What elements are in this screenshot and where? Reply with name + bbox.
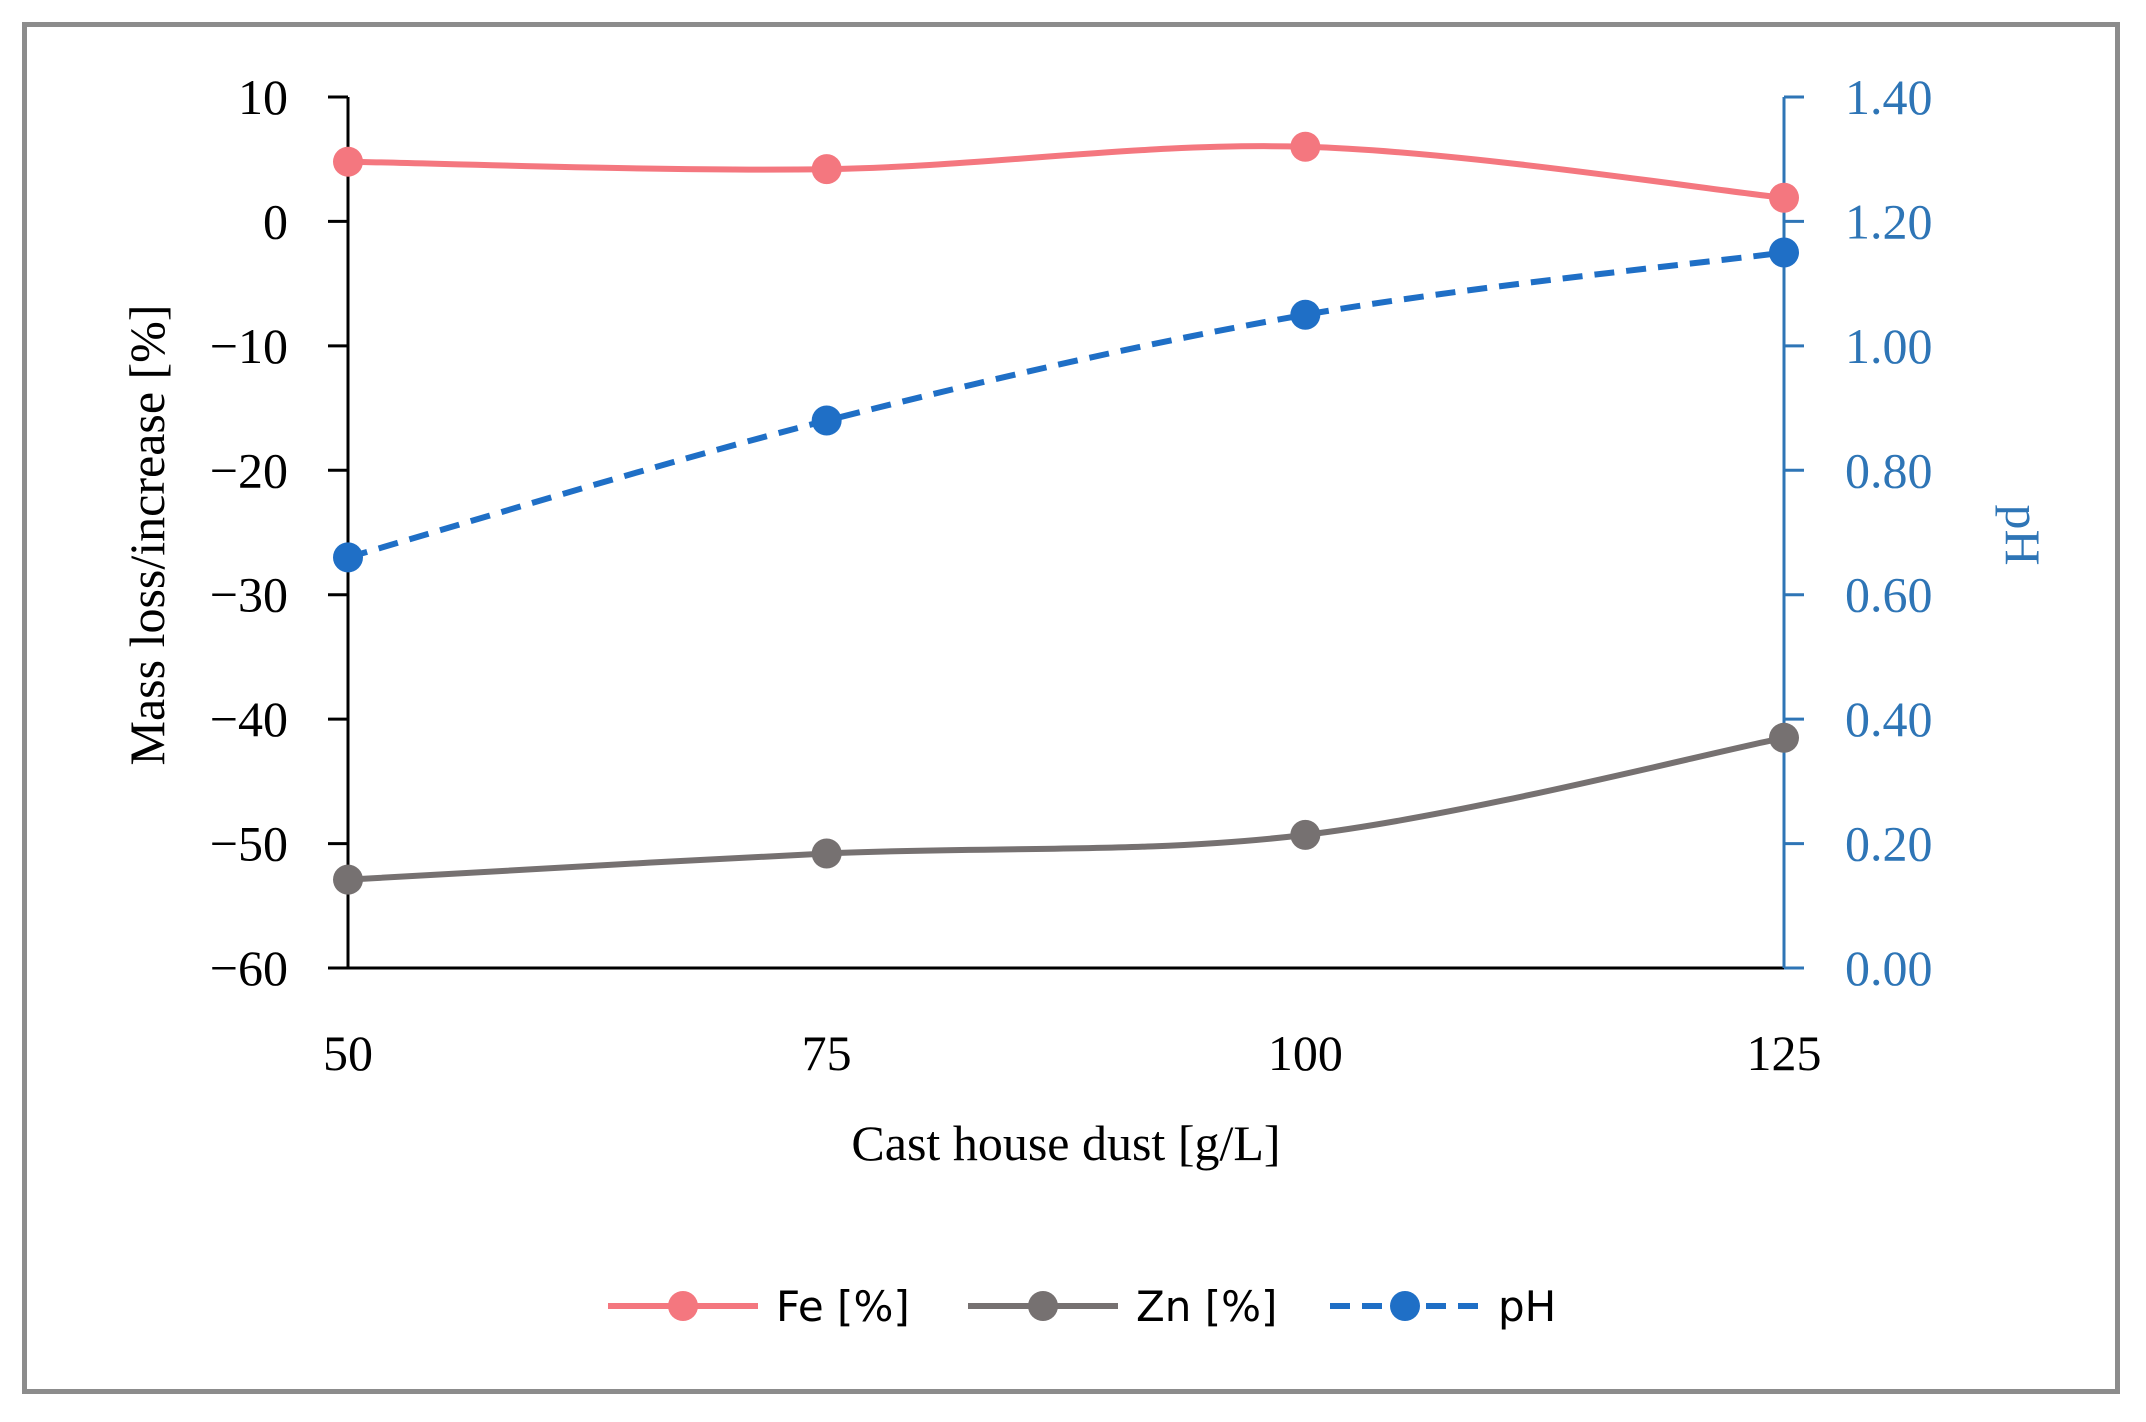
legend-item-ph: pH	[1330, 1282, 1556, 1331]
series-line-fe	[345, 143, 1787, 201]
data-point-ph	[1769, 237, 1799, 268]
y2-tick-label: 0.20	[1845, 816, 1933, 872]
series-ph	[333, 237, 1799, 573]
y-tick-label: −60	[210, 940, 288, 996]
y2-tick-label: 0.40	[1845, 691, 1933, 747]
legend-label: pH	[1498, 1282, 1556, 1331]
x-tick-label: 75	[802, 1025, 852, 1081]
data-point-fe	[333, 146, 363, 177]
x-axis-title: Cast house dust [g/L]	[851, 1115, 1280, 1171]
y-tick-label: −10	[210, 318, 288, 374]
series-line-zn	[345, 734, 1787, 883]
data-point-ph	[1290, 299, 1321, 330]
legend-label: Fe [%]	[776, 1282, 910, 1331]
series-fe	[333, 131, 1799, 213]
data-point-fe	[1769, 182, 1799, 213]
y2-tick-label: 1.00	[1845, 318, 1933, 374]
legend-swatch-marker	[668, 1291, 698, 1321]
data-point-zn	[811, 838, 842, 869]
legend: Fe [%] Zn [%] pH	[608, 1282, 1556, 1331]
y-tick-label: −20	[210, 442, 288, 498]
y2-tick-label: 0.80	[1845, 442, 1933, 498]
x-tick-label: 50	[323, 1025, 373, 1081]
y-tick-label: 0	[263, 193, 288, 249]
legend-label: Zn [%]	[1136, 1282, 1277, 1331]
y-tick-label: −30	[210, 567, 288, 623]
data-point-zn	[1769, 722, 1799, 753]
data-point-ph	[333, 542, 363, 573]
y2-tick-label: 0.00	[1845, 940, 1933, 996]
data-point-ph	[811, 405, 842, 436]
legend-item-fe: Fe [%]	[608, 1282, 910, 1331]
y2-tick-label: 1.20	[1845, 193, 1933, 249]
series-layer	[333, 131, 1799, 895]
data-point-zn	[1290, 819, 1321, 850]
data-point-fe	[1290, 131, 1321, 162]
x-tick-label: 100	[1268, 1025, 1343, 1081]
legend-swatch-marker	[1390, 1291, 1420, 1321]
series-line-ph	[347, 249, 1785, 561]
y-tick-label: −50	[210, 816, 288, 872]
y2-tick-label: 1.40	[1845, 69, 1933, 125]
y2-axis-title: pH	[1995, 504, 2051, 565]
legend-swatch-marker	[1028, 1291, 1058, 1321]
x-tick-label: 125	[1747, 1025, 1822, 1081]
series-zn	[333, 722, 1799, 895]
data-point-fe	[811, 154, 842, 185]
axis-labels: Cast house dust [g/L] Mass loss/increase…	[119, 305, 2051, 1172]
legend-item-zn: Zn [%]	[968, 1282, 1277, 1331]
data-point-zn	[333, 864, 363, 895]
y-axis-title: Mass loss/increase [%]	[119, 305, 175, 766]
y2-tick-label: 0.60	[1845, 567, 1933, 623]
y-tick-label: 10	[238, 69, 288, 125]
y-tick-label: −40	[210, 691, 288, 747]
